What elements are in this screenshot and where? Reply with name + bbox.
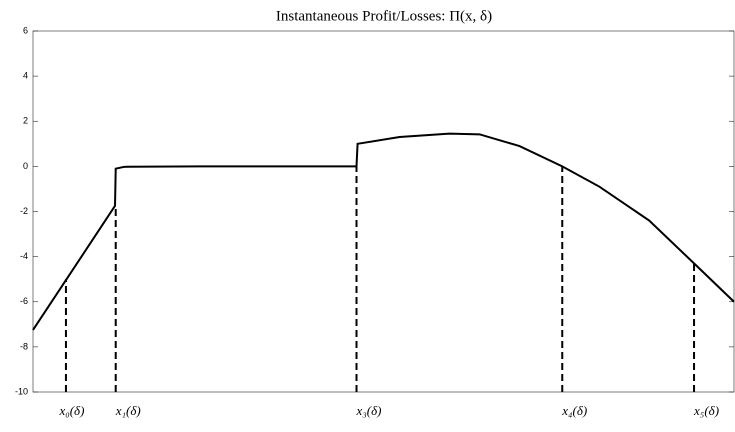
marker-label: x₄(δ) bbox=[561, 403, 587, 418]
line bbox=[32, 132, 735, 331]
chart-title: Instantaneous Profit/Losses: Π(x, δ) bbox=[276, 8, 492, 24]
y-tick-label: -8 bbox=[20, 341, 28, 351]
y-tick-label: -4 bbox=[20, 251, 28, 261]
marker-label: x₅(δ) bbox=[693, 403, 719, 418]
plot-frame bbox=[32, 30, 735, 393]
marker-label: x₁(δ) bbox=[115, 403, 141, 418]
y-tick-label: -10 bbox=[15, 386, 28, 396]
y-tick-label: 0 bbox=[23, 161, 28, 171]
marker-label: x₀(δ) bbox=[58, 403, 84, 418]
y-tick-label: -2 bbox=[20, 206, 28, 216]
y-tick-label: -6 bbox=[20, 296, 28, 306]
y-tick-label: 6 bbox=[23, 25, 28, 35]
marker-label: x₃(δ) bbox=[356, 403, 382, 418]
y-tick-label: 4 bbox=[23, 71, 28, 81]
y-tick-label: 2 bbox=[23, 116, 28, 126]
